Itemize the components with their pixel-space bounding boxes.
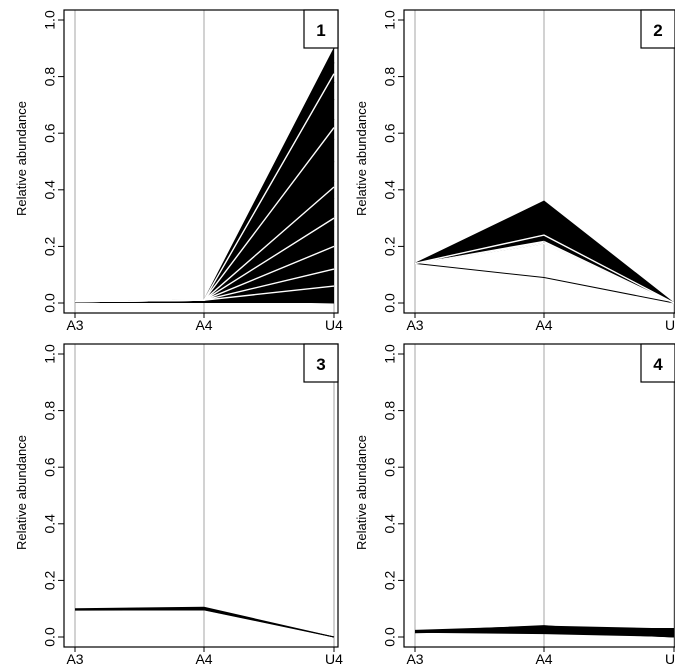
y-tick-label: 0.2 xyxy=(382,236,398,256)
panel-badge xyxy=(303,9,339,49)
y-tick-label: 0.8 xyxy=(42,401,58,421)
panel-3: 0.0 0.2 0.4 0.6 0.8 1.0 A3 A4 U4 Relative abundan… xyxy=(14,343,343,667)
y-tick-label: 0.2 xyxy=(42,570,58,590)
x-tick-label: A4 xyxy=(195,651,212,667)
plot-frame xyxy=(403,9,675,314)
y-tick-label: 0.8 xyxy=(382,401,398,421)
y-tick-label: 0.6 xyxy=(382,457,398,477)
y-tick-label: 0.2 xyxy=(42,236,58,256)
series-line xyxy=(414,234,675,304)
x-tick-label: A4 xyxy=(535,317,552,333)
y-tick-label: 1.0 xyxy=(42,344,58,364)
y-axis-label: Relative abundance xyxy=(354,101,369,216)
series-line xyxy=(414,242,675,304)
x-tick-label: U4 xyxy=(325,317,343,333)
y-tick-label: 0.0 xyxy=(42,293,58,313)
series-band xyxy=(75,48,334,303)
x-tick-label: A3 xyxy=(66,317,83,333)
panel-number: 1 xyxy=(316,21,325,40)
panel-badge xyxy=(640,9,675,49)
series-line xyxy=(414,200,675,304)
panel-badge xyxy=(303,343,339,383)
x-tick-label: A4 xyxy=(535,651,552,667)
y-axis-label: Relative abundance xyxy=(14,101,29,216)
series-line xyxy=(414,629,675,638)
panel-number: 4 xyxy=(653,355,663,374)
y-tick-label: 0.2 xyxy=(382,570,398,590)
series-line xyxy=(414,231,675,304)
series-line xyxy=(414,262,675,304)
plot-frame xyxy=(403,343,675,648)
series-line xyxy=(414,628,674,632)
series-line xyxy=(414,625,675,637)
x-tick-label: U4 xyxy=(665,651,675,667)
panel-badge xyxy=(640,343,675,383)
y-tick-label: 0.0 xyxy=(42,627,58,647)
plot-frame xyxy=(63,9,339,314)
y-tick-label: 1.0 xyxy=(382,344,398,364)
panel-2: 0.0 0.2 0.4 0.6 0.8 1.0 A3 A4 U4 Relative abundan… xyxy=(354,9,675,333)
y-tick-label: 0.4 xyxy=(382,514,398,534)
y-axis-label: Relative abundance xyxy=(14,435,29,550)
y-tick-label: 1.0 xyxy=(42,10,58,30)
series-line xyxy=(74,285,335,303)
panel-number: 3 xyxy=(316,355,325,374)
y-tick-label: 0.4 xyxy=(382,180,398,200)
x-tick-label: A3 xyxy=(406,651,423,667)
y-tick-label: 0.8 xyxy=(42,67,58,87)
panel-number: 2 xyxy=(653,21,662,40)
y-tick-label: 0.6 xyxy=(42,123,58,143)
series-line xyxy=(74,609,335,638)
plot-frame xyxy=(63,343,339,648)
y-tick-label: 0.0 xyxy=(382,293,398,313)
panel-1: 0.0 0.2 0.4 0.6 0.8 1.0 A3 A4 U4 Relative abundan… xyxy=(14,9,343,333)
y-tick-label: 0.6 xyxy=(382,123,398,143)
x-tick-label: A4 xyxy=(195,317,212,333)
y-axis-label: Relative abundance xyxy=(354,435,369,550)
y-tick-label: 0.4 xyxy=(42,180,58,200)
x-tick-label: A3 xyxy=(66,651,83,667)
y-tick-label: 0.0 xyxy=(382,627,398,647)
y-tick-label: 0.4 xyxy=(42,514,58,534)
panel-4: 0.0 0.2 0.4 0.6 0.8 1.0 A3 A4 U4 Relative abundan… xyxy=(354,343,675,667)
x-tick-label: U4 xyxy=(665,317,675,333)
y-tick-label: 0.8 xyxy=(382,67,398,87)
series-line xyxy=(414,217,675,304)
x-tick-label: A3 xyxy=(406,317,423,333)
x-tick-label: U4 xyxy=(325,651,343,667)
y-tick-label: 0.6 xyxy=(42,457,58,477)
y-tick-label: 1.0 xyxy=(382,10,398,30)
